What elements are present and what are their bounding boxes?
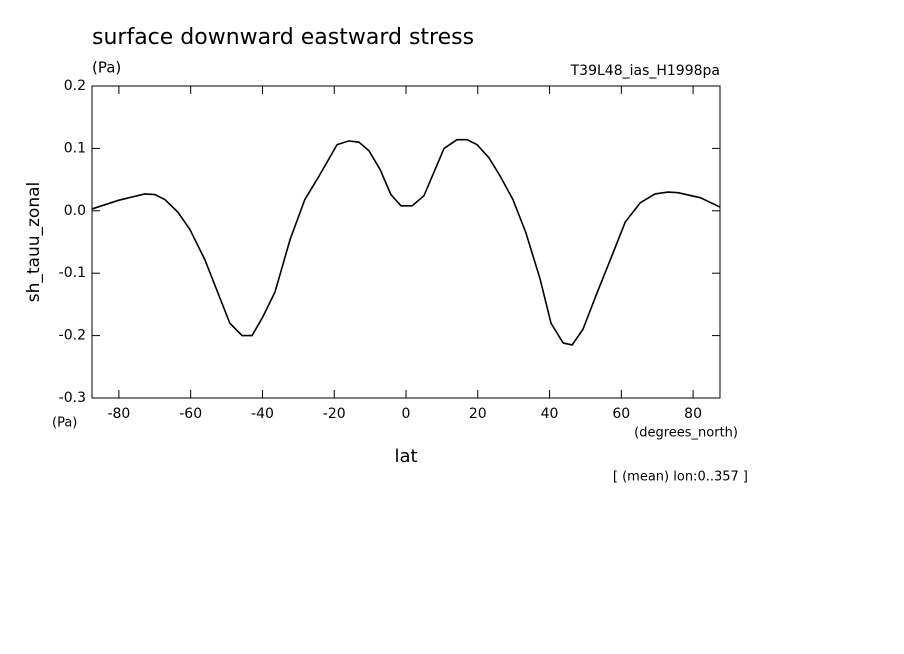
y-tick-label: 0.2 — [64, 78, 86, 94]
x-unit: (degrees_north) — [634, 426, 738, 441]
experiment-label: T39L48_ias_H1998pa — [570, 63, 720, 79]
x-tick-label: 80 — [684, 406, 702, 422]
x-tick-label: 20 — [469, 406, 487, 422]
x-tick-label: 40 — [541, 406, 559, 422]
x-tick-label: 60 — [612, 406, 630, 422]
y-axis-label: sh_tauu_zonal — [24, 182, 44, 303]
y-tick-label: -0.3 — [59, 390, 86, 406]
y-tick-label: -0.2 — [59, 328, 86, 344]
x-tick-label: -40 — [251, 406, 274, 422]
y-unit: (Pa) — [52, 416, 77, 431]
x-tick-label: -80 — [107, 406, 130, 422]
x-axis-label: lat — [394, 446, 417, 467]
note: [ (mean) lon:0..357 ] — [613, 470, 748, 485]
x-tick-label: -60 — [179, 406, 202, 422]
x-tick-label: -20 — [323, 406, 346, 422]
y-tick-label: 0.0 — [64, 203, 86, 219]
unit-label: (Pa) — [92, 59, 121, 77]
line — [91, 138, 721, 346]
x-tick-label: 0 — [402, 406, 411, 422]
y-tick-label: 0.1 — [64, 140, 86, 156]
plot-frame — [91, 85, 721, 399]
y-tick-label: -0.1 — [59, 265, 86, 281]
chart-title: surface downward eastward stress — [92, 25, 474, 50]
